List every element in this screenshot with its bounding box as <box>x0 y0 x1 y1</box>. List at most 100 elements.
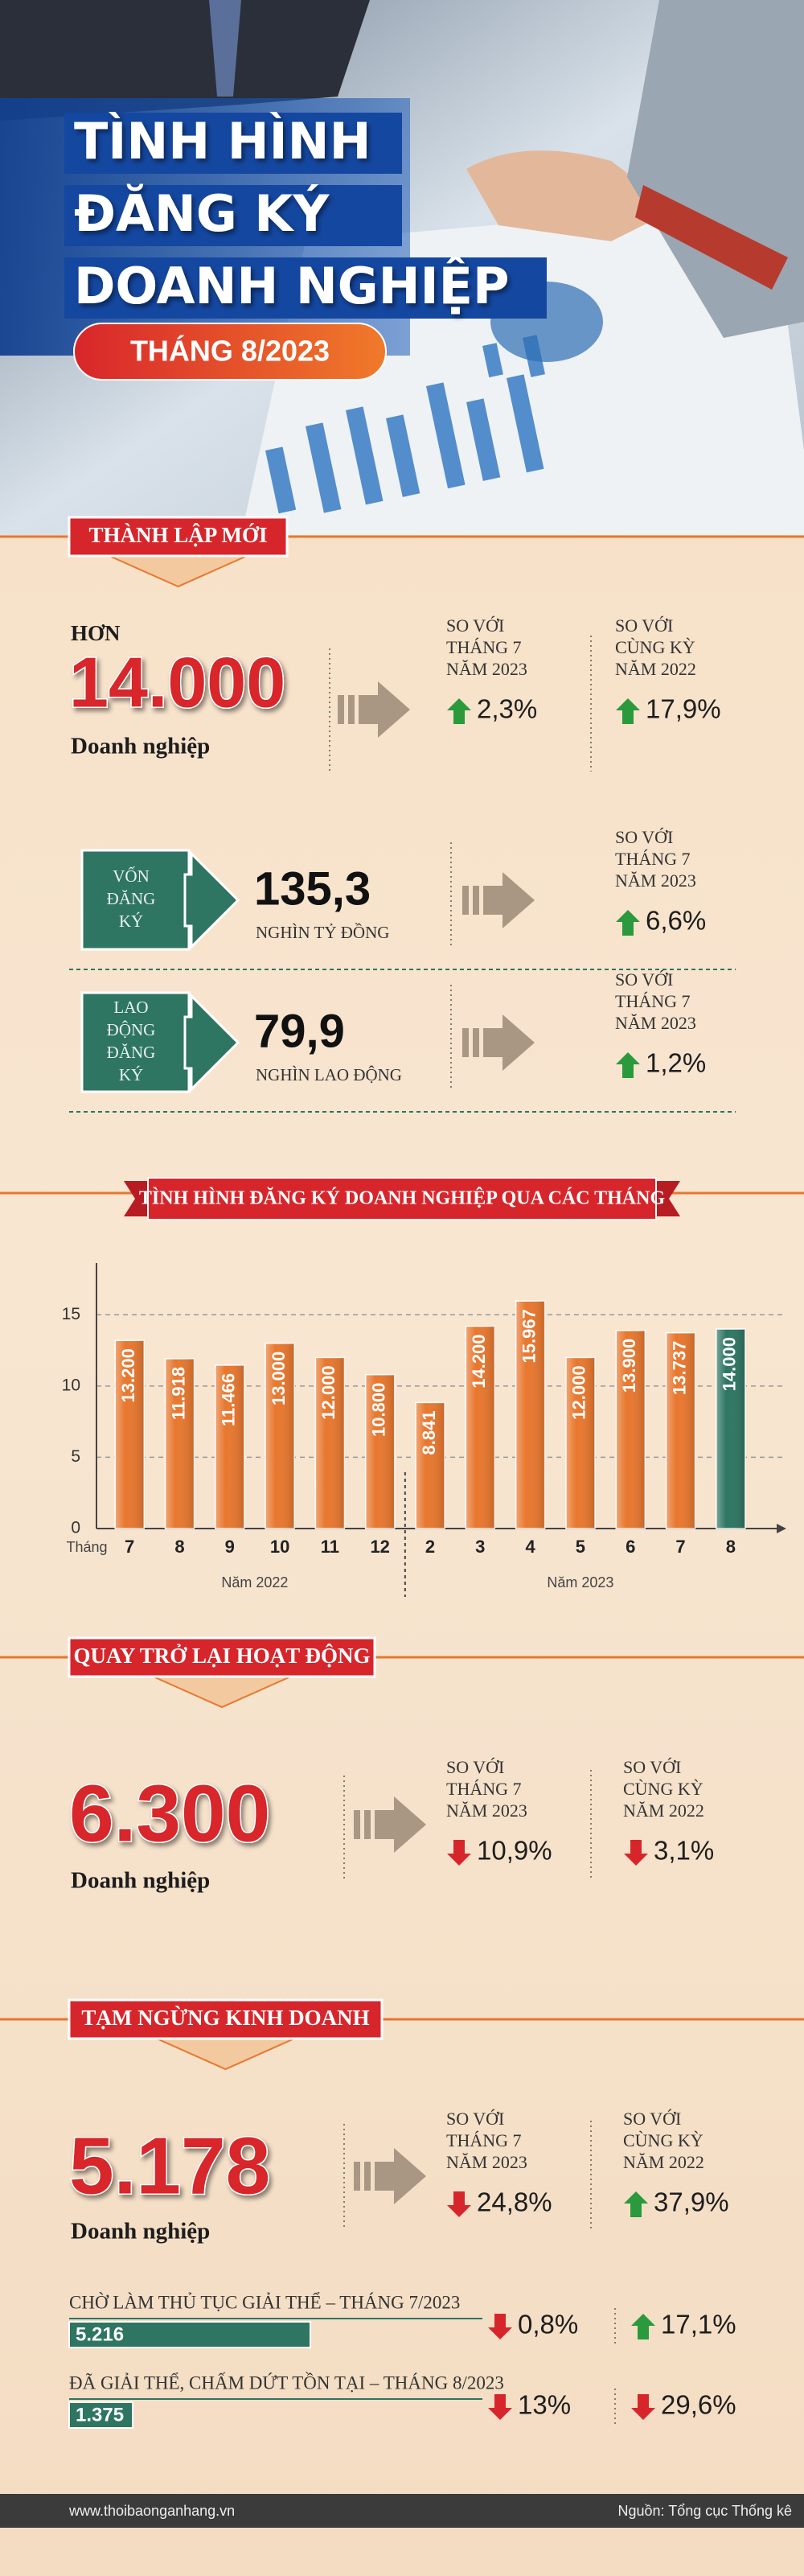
section-label: THÀNH LẬP MỚI <box>88 523 267 547</box>
value-label: 12.000 <box>318 1365 338 1419</box>
arrow-icon <box>354 1796 426 1853</box>
x-tick-label: 5 <box>576 1537 585 1557</box>
big-number: 5.178 <box>69 2121 270 2211</box>
change-value: 24,8% <box>477 2187 552 2217</box>
big-number: 14.000 <box>69 642 285 722</box>
direction-arrow <box>488 2314 512 2339</box>
direction-arrow <box>447 2191 471 2217</box>
big-number: 6.300 <box>69 1768 270 1858</box>
change-value: 29,6% <box>661 2390 736 2420</box>
section-label: QUAY TRỞ LẠI HOẠT ĐỘNG <box>73 1644 370 1668</box>
y-tick-label: 15 <box>62 1305 80 1323</box>
y-tick-label: 10 <box>62 1376 80 1394</box>
comparison-text: SO VỚI <box>623 1757 681 1777</box>
x-tick-label: 6 <box>626 1537 635 1557</box>
value-label: 10.800 <box>369 1383 389 1437</box>
header-photo <box>0 0 804 535</box>
comparison-text: THÁNG 7 <box>446 637 522 657</box>
x-tick-label: 11 <box>321 1537 339 1557</box>
value-label: 12.000 <box>569 1365 589 1419</box>
title-line: TÌNH HÌNH <box>74 112 371 171</box>
x-tick-label: 7 <box>675 1537 685 1557</box>
dissolution-value: 5.216 <box>76 2323 124 2345</box>
comparison-text: NĂM 2022 <box>623 2152 704 2172</box>
ribbon <box>147 1177 657 1220</box>
change-value: 17,1% <box>661 2310 736 2339</box>
title-line: DOANH NGHIỆP <box>74 257 509 315</box>
bar-shade <box>716 1329 745 1529</box>
bar-shade <box>616 1330 646 1529</box>
x-tick-label: 3 <box>475 1537 485 1557</box>
value-label: 13.900 <box>619 1339 639 1393</box>
x-axis-label: Tháng <box>66 1539 107 1555</box>
metric-arrow <box>183 850 240 950</box>
comparison-text: SO VỚI <box>446 615 504 636</box>
comparison-text: NĂM 2023 <box>446 1800 527 1821</box>
comparison-text: THÁNG 7 <box>446 2130 522 2150</box>
comparison-text: NĂM 2023 <box>446 659 527 679</box>
bar-shade <box>466 1326 495 1529</box>
value-label: 13.737 <box>669 1341 689 1395</box>
comparison-text: THÁNG 7 <box>446 1779 522 1799</box>
metric-label: VỐN <box>113 866 150 886</box>
value-label: 11.466 <box>219 1373 239 1426</box>
metric-value: 79,9 <box>254 1005 345 1057</box>
bar-shade <box>215 1364 244 1529</box>
section-label-box <box>68 516 289 558</box>
comparison-text: NĂM 2022 <box>615 659 696 679</box>
value-label: 11.918 <box>168 1367 188 1420</box>
value-label: 15.967 <box>519 1309 539 1363</box>
value-label: 13.200 <box>118 1348 138 1402</box>
comparison-text: NĂM 2023 <box>615 1013 696 1033</box>
x-tick-label: 2 <box>425 1537 435 1557</box>
comparison-text: SO VỚI <box>615 827 673 847</box>
chart-title: TÌNH HÌNH ĐĂNG KÝ DOANH NGHIỆP QUA CÁC T… <box>139 1187 666 1209</box>
footer-bar <box>0 2494 804 2528</box>
prefix: HƠN <box>71 621 121 645</box>
bar-shade <box>115 1340 145 1529</box>
x-tick-label: 8 <box>726 1537 736 1557</box>
change-value: 6,6% <box>646 906 706 936</box>
section-label-box <box>68 1636 376 1678</box>
direction-arrow <box>631 2314 655 2339</box>
section-label: TẠM NGỪNG KINH DOANH <box>81 2006 369 2030</box>
value-label: 13.000 <box>269 1352 289 1405</box>
dissolution-bar <box>68 2401 134 2429</box>
dissolution-bar <box>68 2321 311 2348</box>
value-label: 14.200 <box>469 1334 489 1388</box>
dissolution-value: 1.375 <box>76 2404 124 2426</box>
value-label: 14.000 <box>720 1337 740 1391</box>
comparison-text: CÙNG KỲ <box>623 2130 704 2150</box>
dissolution-label: ĐÃ GIẢI THỂ, CHẤM DỨT TỒN TẠI – THÁNG 8/… <box>69 2372 504 2393</box>
bar-shade <box>416 1402 445 1529</box>
metric-arrow <box>183 993 240 1093</box>
direction-arrow <box>631 2394 655 2420</box>
dissolution-label: CHỜ LÀM THỦ TỤC GIẢI THỂ – THÁNG 7/2023 <box>69 2291 460 2312</box>
comparison-text: SO VỚI <box>446 1757 504 1777</box>
change-value: 0,8% <box>518 2310 578 2339</box>
period: THÁNG 8/2023 <box>130 335 330 368</box>
footer-source: Nguồn: Tổng cục Thống kê <box>618 2503 792 2519</box>
direction-arrow <box>447 1840 471 1866</box>
metric-label: ĐĂNG <box>107 1043 156 1062</box>
metric-unit: NGHÌN TỶ ĐỒNG <box>256 923 389 942</box>
y-tick-label: 0 <box>71 1519 80 1537</box>
section-label-box <box>68 1998 384 2040</box>
x-tick-label: 10 <box>270 1537 289 1557</box>
direction-arrow <box>616 1052 640 1078</box>
bar-shade <box>515 1301 545 1529</box>
change-value: 3,1% <box>654 1836 714 1866</box>
metric-label: KÝ <box>119 1065 143 1084</box>
comparison-text: NĂM 2022 <box>623 1800 704 1821</box>
group-label: Năm 2023 <box>547 1574 613 1590</box>
direction-arrow <box>624 1840 648 1866</box>
metric-label: KÝ <box>119 911 143 931</box>
x-tick-label: 12 <box>370 1537 389 1557</box>
comparison-text: CÙNG KỲ <box>623 1779 704 1799</box>
change-value: 1,2% <box>646 1048 706 1078</box>
metric-unit: NGHÌN LAO ĐỘNG <box>256 1065 402 1084</box>
comparison-text: SO VỚI <box>615 969 673 990</box>
direction-arrow <box>488 2394 512 2420</box>
comparison-text: NĂM 2023 <box>615 870 696 891</box>
